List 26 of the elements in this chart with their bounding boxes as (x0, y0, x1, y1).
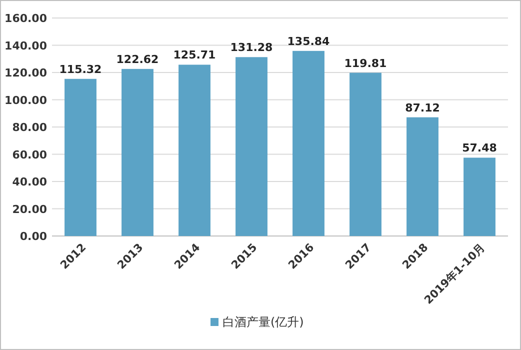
y-tick-label: 0.00 (20, 230, 48, 243)
y-tick-label: 40.00 (12, 176, 48, 188)
bar (406, 117, 438, 236)
bar (236, 57, 268, 236)
bar (350, 72, 382, 236)
bar (178, 64, 210, 236)
bar (464, 158, 496, 236)
data-label: 87.12 (405, 101, 440, 114)
data-label: 115.32 (59, 62, 102, 76)
y-tick-label: 60.00 (12, 148, 48, 162)
legend: 白酒产量(亿升) (210, 315, 304, 329)
data-label: 135.84 (287, 34, 330, 48)
y-tick-label: 120.00 (4, 66, 48, 80)
data-label: 57.48 (462, 142, 497, 155)
bar (122, 68, 154, 236)
data-label: 122.62 (116, 52, 159, 66)
data-label: 119.81 (344, 56, 387, 70)
bar (292, 50, 324, 236)
bar (64, 78, 96, 236)
data-label: 125.71 (173, 48, 216, 62)
y-tick-label: 20.00 (12, 202, 48, 216)
y-tick-label: 140.00 (4, 39, 48, 52)
data-label: 131.28 (230, 41, 273, 54)
y-tick-label: 160.00 (4, 12, 48, 25)
y-tick-label: 100.00 (4, 94, 48, 107)
y-tick-label: 80.00 (12, 121, 48, 134)
